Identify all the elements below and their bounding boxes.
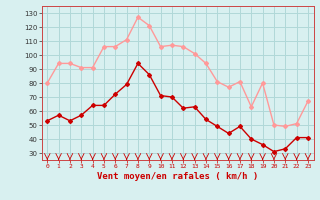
X-axis label: Vent moyen/en rafales ( km/h ): Vent moyen/en rafales ( km/h ) [97, 172, 258, 181]
